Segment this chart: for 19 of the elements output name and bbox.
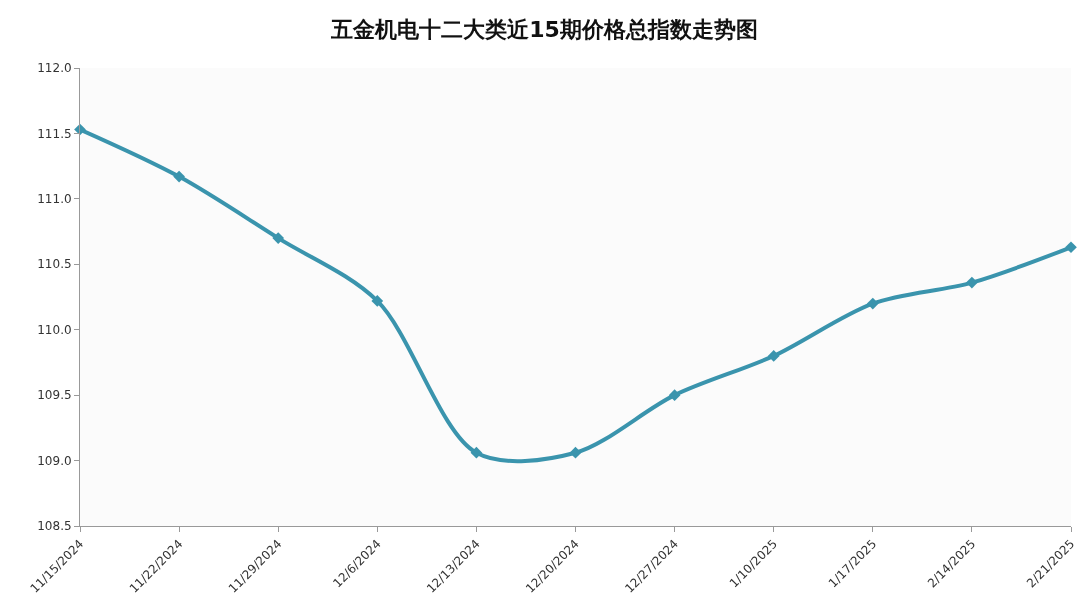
point (470, 446, 483, 459)
y-tick-label: 109.5 (37, 388, 72, 403)
y-tick-label: 111.0 (37, 192, 72, 207)
point (173, 170, 185, 183)
point (767, 350, 780, 362)
y-tick-label: 110.5 (37, 257, 72, 272)
point (966, 276, 978, 289)
y-tick-label: 111.5 (37, 126, 72, 141)
y-tick-label: 110.0 (37, 322, 72, 337)
y-tick-label: 108.5 (37, 519, 72, 534)
point (569, 446, 582, 459)
point (371, 295, 384, 307)
chart-title: 五金机电十二大类近15期价格总指数走势图 (330, 16, 758, 42)
point (668, 389, 681, 401)
point (1065, 241, 1077, 254)
point (866, 297, 879, 310)
y-tick-label: 109.0 (37, 453, 72, 468)
point (272, 232, 285, 244)
y-tick-label: 112.0 (37, 61, 72, 76)
